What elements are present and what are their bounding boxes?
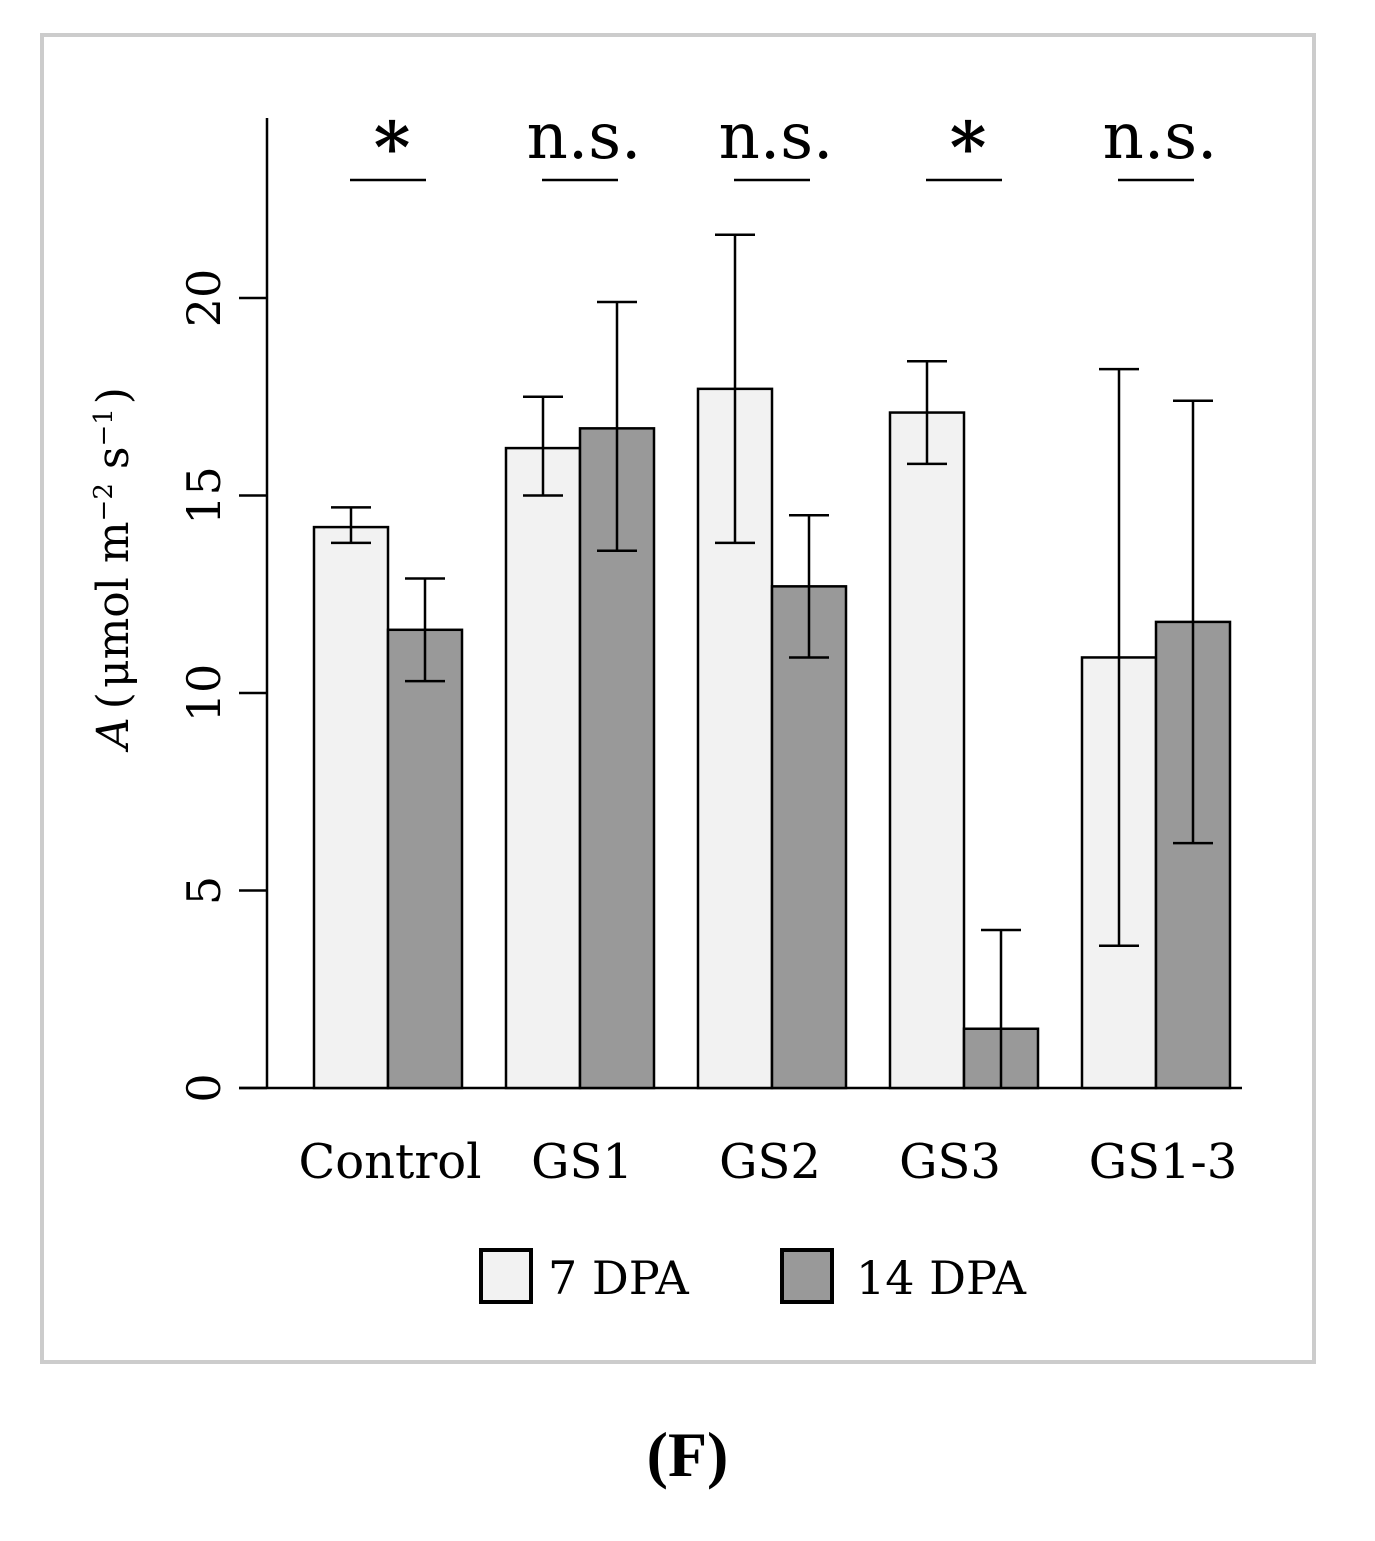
y-axis-symbol: A xyxy=(88,717,139,753)
y-axis-unit-s: s xyxy=(88,447,139,484)
bar xyxy=(888,411,966,1090)
y-axis-open-paren: ( xyxy=(88,692,139,709)
significance-label: n.s. xyxy=(719,100,834,174)
significance-label: n.s. xyxy=(527,100,642,174)
x-tick-label: Control xyxy=(298,1134,481,1190)
y-tick-label: 5 xyxy=(177,876,231,905)
y-tick-label: 15 xyxy=(177,466,231,525)
y-tick-label: 10 xyxy=(177,664,231,723)
y-axis-exp-1: −2 xyxy=(89,483,119,521)
significance-label: n.s. xyxy=(1103,100,1218,174)
plot-area: 0 5 10 15 20 * n.s. n.s. * n.s. Control GS1 GS2 GS3 GS… xyxy=(177,100,1242,1190)
y-tick-label: 0 xyxy=(177,1073,231,1102)
bar xyxy=(770,585,848,1090)
y-axis-label: A ( μmol m−2 s−1) xyxy=(88,387,139,753)
significance-label: * xyxy=(374,106,411,189)
bar xyxy=(312,525,390,1090)
y-tick-label: 20 xyxy=(177,269,231,328)
y-axis-unit: μmol m xyxy=(88,521,139,688)
legend-label: 7 DPA xyxy=(548,1251,689,1305)
legend-label: 14 DPA xyxy=(856,1251,1027,1305)
significance-label: * xyxy=(950,106,987,189)
legend-swatch xyxy=(479,1248,533,1304)
x-tick-label: GS1 xyxy=(531,1134,633,1190)
legend: 7 DPA 14 DPA xyxy=(479,1248,1027,1305)
legend-swatch xyxy=(780,1248,834,1304)
y-axis-close-paren: ) xyxy=(88,387,139,404)
bar xyxy=(504,446,582,1090)
panel-label: (F) xyxy=(646,1419,729,1490)
y-axis-exp-2: −1 xyxy=(89,408,119,446)
x-tick-label: GS2 xyxy=(719,1134,821,1190)
bar xyxy=(386,628,464,1090)
bar xyxy=(1154,620,1232,1090)
x-tick-label: GS1-3 xyxy=(1089,1134,1238,1190)
x-tick-label: GS3 xyxy=(899,1134,1001,1190)
